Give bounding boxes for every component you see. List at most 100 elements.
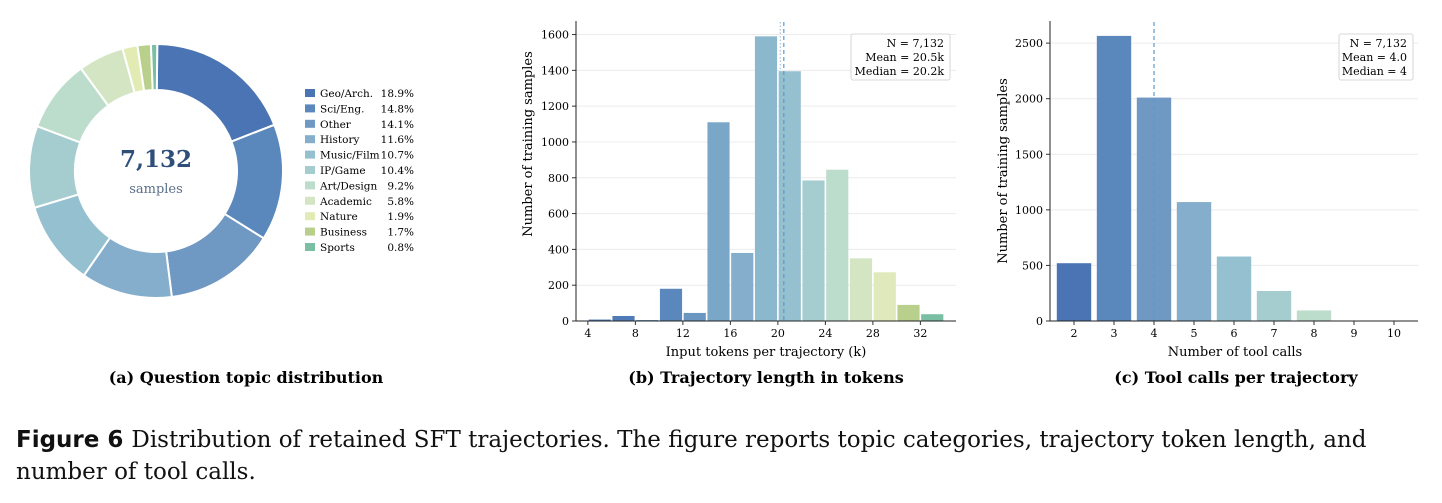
legend-swatch [305,135,315,144]
legend-swatch [305,89,315,97]
donut-slice [155,42,276,143]
toolcall-bars-ylabel: Number of training samples [996,78,1011,264]
x-tick-label: 8 [632,327,639,340]
x-tick-label: 32 [913,327,927,340]
legend-category: Nature [320,211,358,223]
legend-percent: 18.9% [381,88,414,100]
legend-percent: 10.4% [381,165,414,177]
legend-swatch [305,243,315,251]
y-tick-label: 200 [548,279,569,292]
y-tick-label: 500 [1022,259,1043,272]
legend-percent: 0.8% [387,242,414,254]
x-tick-label: 20 [771,327,785,340]
legend-swatch [305,104,315,113]
legend-swatch [305,227,315,236]
legend-swatch [305,166,315,174]
y-tick-label: 2000 [1015,93,1043,106]
histogram-bar [849,258,873,321]
x-tick-label: 4 [1151,327,1158,340]
legend-percent: 14.1% [381,119,414,131]
legend-swatch [305,150,315,159]
token-histogram-plot: 0 200 400 600 800 1000 1200 1400 1600 4 8 12 16 20 24 2… [541,21,956,340]
histogram-bar [778,71,801,321]
histogram-bar [754,36,778,321]
stats-text: Median = 20.2k [855,65,945,78]
x-tick-label: 9 [1351,327,1358,340]
y-tick-label: 1000 [541,136,569,149]
stats-box [850,33,951,81]
x-tick-label: 8 [1311,327,1318,340]
toolcall-bar [1296,310,1332,321]
x-tick-label: 7 [1271,327,1278,340]
legend-percent: 1.9% [387,211,414,223]
stats-text: N = 7,132 [1350,37,1407,50]
stats-text: Median = 4 [1342,65,1407,78]
legend-percent: 9.2% [387,180,414,192]
panel-b-token-histogram: 0 200 400 600 800 1000 1200 1400 1600 4 8 12 16 20 24 2… [521,21,956,387]
legend-swatch [305,212,315,221]
toolcall-bar [1256,290,1292,321]
stats-text: Mean = 4.0 [1342,51,1407,64]
stats-text: Mean = 20.5k [865,51,944,64]
x-tick-label: 12 [676,327,690,340]
x-tick-label: 10 [1387,327,1401,340]
legend-category: Business [320,227,367,239]
legend-percent: 10.7% [381,150,414,162]
x-tick-label: 16 [723,327,737,340]
legend-category: IP/Game [320,165,366,177]
histogram-bar [707,122,730,321]
legend-percent: 5.8% [387,196,414,208]
histogram-bar [731,252,754,321]
x-tick-label: 24 [818,327,832,340]
y-tick-label: 800 [548,172,569,185]
figure-caption-text: Distribution of retained SFT trajectorie… [16,427,1367,485]
toolcall-bar [1136,97,1172,321]
panel-c-title: (c) Tool calls per trajectory [1114,368,1358,387]
histogram-bar [612,315,635,321]
y-tick-label: 1400 [541,64,569,77]
x-tick-label: 2 [1071,327,1078,340]
legend-swatch [305,119,315,128]
stats-text: N = 7,132 [887,37,944,50]
x-tick-label: 6 [1231,327,1238,340]
legend-category: Art/Design [319,180,377,192]
token-histogram-xlabel: Input tokens per trajectory (k) [666,345,867,360]
legend-category: Sports [320,242,355,254]
y-tick-label: 1500 [1015,148,1043,161]
histogram-bar [921,314,944,321]
toolcall-bar [1176,202,1212,321]
x-tick-label: 28 [866,327,880,340]
donut-slice [149,43,159,92]
y-tick-label: 600 [548,208,569,221]
donut-center-value: 7,132 [120,146,192,173]
toolcall-bar [1056,263,1092,321]
y-tick-label: 1000 [1015,204,1043,217]
toolcall-bar [1096,35,1132,322]
legend-category: Geo/Arch. [320,88,373,100]
figure-caption: Figure 6 Distribution of retained SFT tra… [16,424,1428,488]
histogram-bar [683,312,706,321]
panel-a-title: (a) Question topic distribution [109,368,384,387]
legend-percent: 14.8% [381,103,414,115]
legend-category: History [320,134,359,146]
toolcall-bar [1216,256,1252,321]
histogram-bar [802,180,825,321]
y-tick-label: 0 [1036,315,1043,328]
x-tick-label: 3 [1111,327,1118,340]
legend-category: Other [320,119,352,131]
histogram-bar [873,272,896,321]
y-tick-label: 0 [562,315,569,328]
histogram-bar [588,319,611,321]
histogram-bar [826,169,849,321]
legend-percent: 11.6% [381,134,414,146]
token-histogram-ylabel: Number of training samples [521,51,536,237]
toolcall-bars-xlabel: Number of tool calls [1168,345,1302,360]
panel-a-topic-donut: 7,132 samples Geo/Arch. 18.9% Sci/Eng. 14.8… [28,42,414,387]
donut-slices [28,42,284,299]
figure-caption-label: Figure 6 [16,427,124,453]
histogram-bar [897,304,920,321]
legend-percent: 1.7% [387,227,414,239]
stats-box [1338,33,1414,81]
x-tick-label: 5 [1191,327,1198,340]
